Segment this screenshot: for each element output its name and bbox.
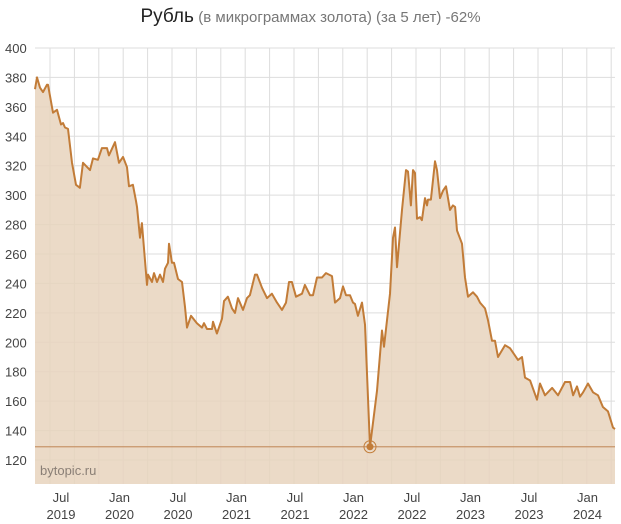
y-tick-label: 140 xyxy=(5,424,27,439)
y-tick-label: 240 xyxy=(5,276,27,291)
watermark: bytopic.ru xyxy=(40,463,96,478)
x-tick-label-year: 2022 xyxy=(398,507,427,522)
y-tick-label: 260 xyxy=(5,247,27,262)
title-main: Рубль xyxy=(140,6,194,27)
x-tick-label-month: Jul xyxy=(287,490,304,505)
min-marker-ring xyxy=(363,440,377,454)
x-tick-label-month: Jul xyxy=(404,490,421,505)
y-axis: 120 140 160 180 200 220 240 260 280 300 320 340 360 3… xyxy=(5,41,27,468)
y-tick-label: 340 xyxy=(5,129,27,144)
x-tick-label-month: Jul xyxy=(53,490,70,505)
x-tick-label-month: Jan xyxy=(109,490,130,505)
title-subtitle: (в микрограммах золота) (за 5 лет) -62% xyxy=(198,9,481,26)
y-tick-label: 180 xyxy=(5,365,27,380)
y-tick-label: 200 xyxy=(5,335,27,350)
x-tick-label-year: 2022 xyxy=(339,507,368,522)
x-tick-label-year: 2021 xyxy=(222,507,251,522)
x-tick-label-month: Jan xyxy=(577,490,598,505)
y-tick-label: 400 xyxy=(5,41,27,56)
y-tick-label: 360 xyxy=(5,100,27,115)
x-tick-label-year: 2021 xyxy=(281,507,310,522)
y-tick-label: 300 xyxy=(5,188,27,203)
x-tick-label-year: 2024 xyxy=(573,507,602,522)
y-tick-label: 280 xyxy=(5,218,27,233)
x-tick-label-year: 2023 xyxy=(515,507,544,522)
x-tick-label-month: Jul xyxy=(170,490,187,505)
y-tick-label: 120 xyxy=(5,453,27,468)
y-tick-label: 320 xyxy=(5,159,27,174)
x-tick-label-year: 2023 xyxy=(456,507,485,522)
chart-title: Рубль (в микрограммах золота) (за 5 лет)… xyxy=(0,6,621,28)
series-line xyxy=(34,76,616,448)
y-tick-label: 380 xyxy=(5,70,27,85)
x-tick-label-year: 2020 xyxy=(105,507,134,522)
min-marker xyxy=(366,443,374,451)
x-tick-label-year: 2020 xyxy=(164,507,193,522)
y-tick-label: 220 xyxy=(5,306,27,321)
area-fill xyxy=(35,77,615,485)
x-tick-label-month: Jan xyxy=(460,490,481,505)
y-tick-label: 160 xyxy=(5,394,27,409)
x-axis: Jul 2019 Jan 2020 Jul 2020 Jan 2021 Jul 2021 Jan 20… xyxy=(47,490,602,522)
x-tick-label-year: 2019 xyxy=(47,507,76,522)
x-tick-label-month: Jul xyxy=(521,490,538,505)
x-tick-label-month: Jan xyxy=(226,490,247,505)
x-tick-label-month: Jan xyxy=(343,490,364,505)
